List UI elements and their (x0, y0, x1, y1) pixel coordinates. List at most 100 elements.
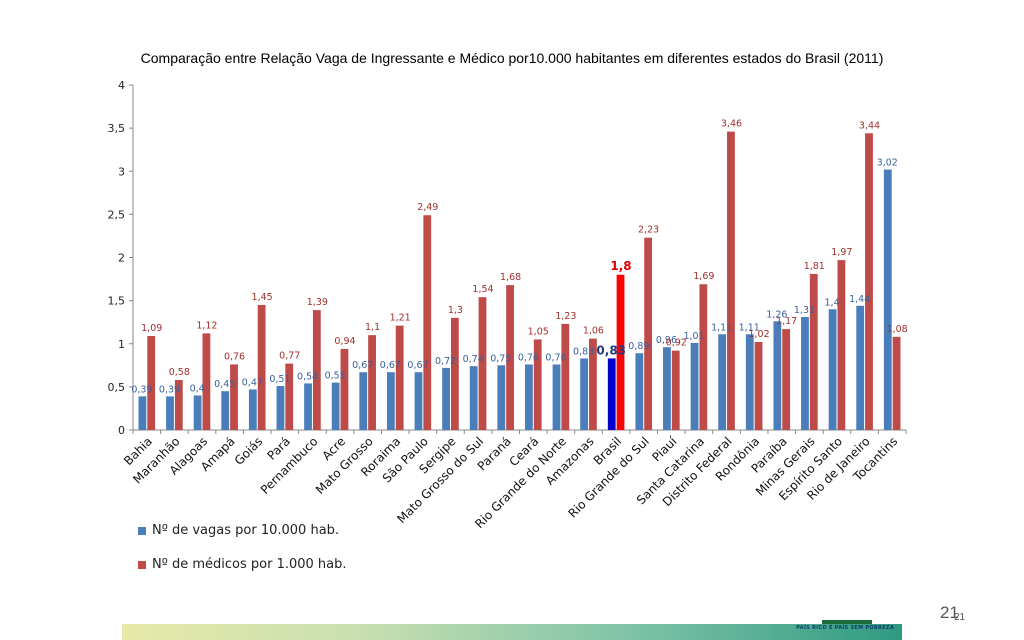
data-label-vagas-11: 0,72 (435, 356, 456, 367)
bar-medicos-24 (809, 273, 818, 430)
bar-vagas-21 (718, 334, 727, 430)
data-label-medicos-26: 3,44 (859, 120, 880, 131)
data-label-medicos-7: 0,94 (334, 336, 355, 347)
bar-medicos-10 (423, 215, 432, 430)
data-label-medicos-12: 1,54 (472, 284, 493, 295)
legend-swatch-vagas (138, 526, 146, 535)
bar-vagas-26 (856, 305, 865, 430)
data-label-vagas-6: 0,54 (297, 371, 318, 382)
bar-medicos-20 (699, 284, 708, 430)
bar-vagas-9 (386, 372, 395, 430)
data-label-medicos-17: 1,8 (610, 259, 631, 273)
bar-medicos-15 (561, 323, 570, 430)
data-label-medicos-13: 1,68 (500, 272, 521, 283)
bar-medicos-16 (589, 338, 597, 430)
legend-swatch-medicos (138, 560, 146, 569)
bar-vagas-13 (497, 365, 506, 430)
chart-title: Comparação entre Relação Vaga de Ingress… (140, 50, 884, 66)
data-label-vagas-19: 0,96 (656, 335, 677, 346)
bar-vagas-15 (552, 364, 561, 430)
data-label-medicos-14: 1,05 (528, 326, 549, 337)
page-number: 21 (940, 603, 959, 622)
bar-vagas-11 (442, 367, 450, 430)
bar-medicos-8 (368, 335, 376, 430)
bar-medicos-4 (257, 304, 266, 430)
data-label-vagas-10: 0,67 (407, 360, 428, 371)
data-label-vagas-5: 0,51 (269, 374, 290, 385)
data-label-medicos-22: 1,02 (748, 329, 769, 340)
bar-medicos-21 (727, 131, 735, 430)
data-label-vagas-12: 0,74 (463, 354, 484, 365)
bar-vagas-8 (359, 372, 368, 430)
bar-vagas-27 (883, 169, 892, 430)
data-label-medicos-16: 1,06 (583, 326, 604, 337)
y-tick-label: 4 (118, 79, 125, 92)
bar-medicos-25 (837, 260, 846, 430)
bar-medicos-17 (616, 274, 625, 430)
y-tick-label: 3,5 (108, 122, 126, 135)
data-label-medicos-3: 0,76 (224, 351, 245, 362)
data-label-medicos-9: 1,21 (390, 313, 411, 324)
bar-vagas-4 (248, 389, 257, 430)
data-label-medicos-4: 1,45 (252, 292, 273, 303)
y-tick-label: 3 (118, 165, 125, 178)
data-label-medicos-2: 1,12 (196, 320, 217, 331)
data-label-medicos-5: 0,77 (279, 351, 300, 362)
data-label-vagas-25: 1,4 (825, 297, 840, 308)
data-label-vagas-21: 1,11 (711, 322, 732, 333)
bar-medicos-13 (506, 285, 514, 430)
legend-label-medicos: Nº de médicos por 1.000 hab. (152, 557, 347, 572)
bar-chart: 00,511,522,533,540,391,09Bahia0,390,58Ma… (108, 79, 908, 531)
y-tick-label: 0,5 (108, 381, 126, 394)
data-label-medicos-6: 1,39 (307, 297, 328, 308)
data-label-vagas-8: 0,67 (352, 360, 373, 371)
data-label-vagas-1: 0,39 (159, 384, 180, 395)
bar-medicos-0 (147, 335, 156, 430)
legend-item-vagas: Nº de vagas por 10.000 hab. (138, 523, 339, 538)
bar-medicos-18 (644, 237, 653, 430)
bar-medicos-5 (285, 363, 294, 430)
data-label-medicos-8: 1,1 (365, 322, 380, 333)
data-label-medicos-11: 1,3 (448, 305, 463, 316)
data-label-medicos-27: 1,08 (887, 324, 908, 335)
footer-logo-mark (822, 620, 872, 624)
bar-vagas-10 (414, 372, 423, 430)
bar-medicos-7 (340, 348, 349, 430)
y-tick-label: 2,5 (108, 208, 126, 221)
bar-vagas-3 (221, 391, 230, 430)
bar-medicos-11 (450, 317, 459, 430)
bar-medicos-22 (754, 342, 763, 430)
data-label-medicos-23: 1,17 (776, 316, 797, 327)
data-label-vagas-24: 1,31 (794, 305, 815, 316)
bar-vagas-1 (166, 396, 174, 430)
bar-medicos-27 (892, 336, 901, 430)
bar-vagas-19 (663, 347, 671, 430)
data-label-medicos-0: 1,09 (141, 323, 162, 334)
data-label-vagas-15: 0,76 (545, 352, 566, 363)
bar-vagas-16 (580, 358, 589, 430)
data-label-vagas-23: 1,26 (766, 309, 787, 320)
legend-label-vagas: Nº de vagas por 10.000 hab. (152, 523, 340, 538)
data-label-vagas-13: 0,75 (490, 353, 511, 364)
data-label-medicos-21: 3,46 (721, 119, 742, 130)
bar-vagas-7 (331, 382, 340, 430)
data-label-vagas-2: 0,4 (190, 384, 205, 395)
data-label-vagas-16: 0,83 (573, 346, 594, 357)
bar-vagas-24 (801, 317, 809, 430)
data-label-vagas-17: 0,83 (596, 343, 626, 357)
bar-medicos-1 (174, 379, 183, 430)
legend-item-medicos: Nº de médicos por 1.000 hab. (138, 557, 347, 572)
data-label-medicos-18: 2,23 (638, 225, 659, 236)
data-label-vagas-14: 0,76 (518, 352, 539, 363)
bar-vagas-17 (607, 358, 616, 430)
footer-slogan: PAÍS RICO É PAÍS SEM POBREZA (796, 625, 894, 631)
bar-medicos-2 (202, 333, 211, 430)
data-label-medicos-24: 1,81 (804, 261, 825, 272)
data-label-vagas-0: 0,39 (131, 384, 152, 395)
bar-vagas-18 (635, 353, 644, 430)
bar-medicos-23 (782, 329, 791, 430)
y-tick-label: 0 (118, 424, 125, 437)
data-label-vagas-9: 0,67 (380, 360, 401, 371)
bar-vagas-5 (276, 386, 285, 430)
data-label-vagas-18: 0,89 (628, 341, 649, 352)
